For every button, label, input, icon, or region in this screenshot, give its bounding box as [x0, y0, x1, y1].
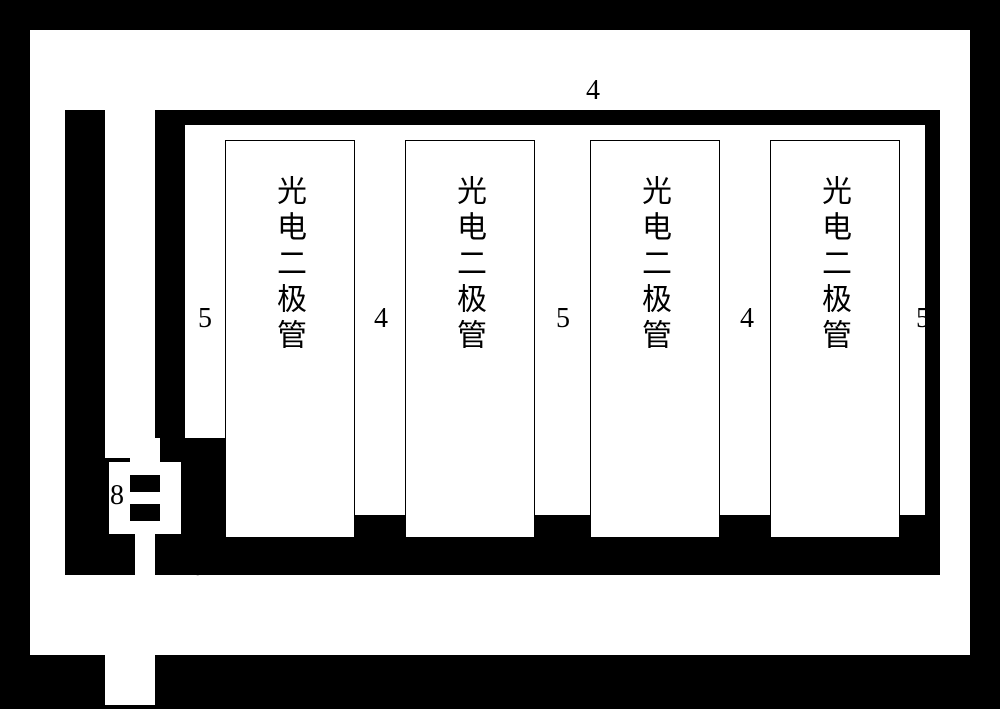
- label-n6: 6: [190, 553, 204, 581]
- label-n5a: 5: [198, 305, 212, 333]
- diode-label-2: 光电二极管: [453, 175, 483, 355]
- bl-h-bar: [115, 492, 175, 504]
- top-white-bar: [65, 65, 940, 110]
- bl-stem-bot: [135, 520, 155, 575]
- diode-label-4: 光电二极管: [818, 175, 848, 355]
- top-gap-tab-2: [420, 110, 755, 125]
- top-gap-tab-1: [215, 110, 385, 125]
- label-n5c: 5: [916, 305, 930, 333]
- label-n4b: 4: [740, 305, 754, 333]
- label-n5b: 5: [556, 305, 570, 333]
- label-n4top: 4: [586, 77, 600, 105]
- top-gap-tab-3: [790, 110, 925, 125]
- diagram-canvas: 光电二极管 光电二极管 光电二极管 光电二极管 10 5 4 5 4 5 4 8 6: [0, 0, 1000, 709]
- label-n4a: 4: [374, 305, 388, 333]
- label-n10: 10: [72, 330, 100, 358]
- left-vertical-column: [105, 65, 155, 705]
- diode-label-3: 光电二极管: [638, 175, 668, 355]
- diode-label-1: 光电二极管: [273, 175, 303, 355]
- label-n8: 8: [110, 482, 124, 510]
- bl-stem-top: [130, 438, 160, 478]
